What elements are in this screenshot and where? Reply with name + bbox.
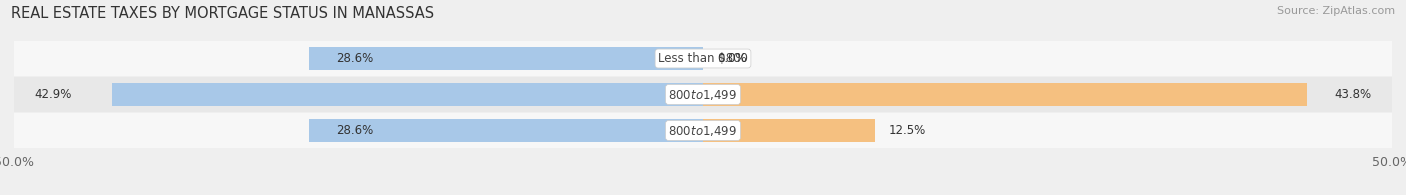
Bar [309,47,703,70]
Bar [14,41,1392,76]
Bar [14,77,1392,112]
Bar [309,119,703,142]
Text: 28.6%: 28.6% [336,124,374,137]
Text: Source: ZipAtlas.com: Source: ZipAtlas.com [1277,6,1395,16]
Text: 12.5%: 12.5% [889,124,927,137]
Text: Less than $800: Less than $800 [658,52,748,65]
Bar [703,83,1306,106]
Bar [14,113,1392,148]
Text: 0.0%: 0.0% [717,52,747,65]
Text: 28.6%: 28.6% [336,52,374,65]
Text: REAL ESTATE TAXES BY MORTGAGE STATUS IN MANASSAS: REAL ESTATE TAXES BY MORTGAGE STATUS IN … [11,6,434,21]
Bar [703,119,875,142]
Text: $800 to $1,499: $800 to $1,499 [668,123,738,137]
Bar [112,83,703,106]
Text: $800 to $1,499: $800 to $1,499 [668,88,738,102]
Text: 42.9%: 42.9% [35,88,72,101]
Text: 43.8%: 43.8% [1334,88,1371,101]
